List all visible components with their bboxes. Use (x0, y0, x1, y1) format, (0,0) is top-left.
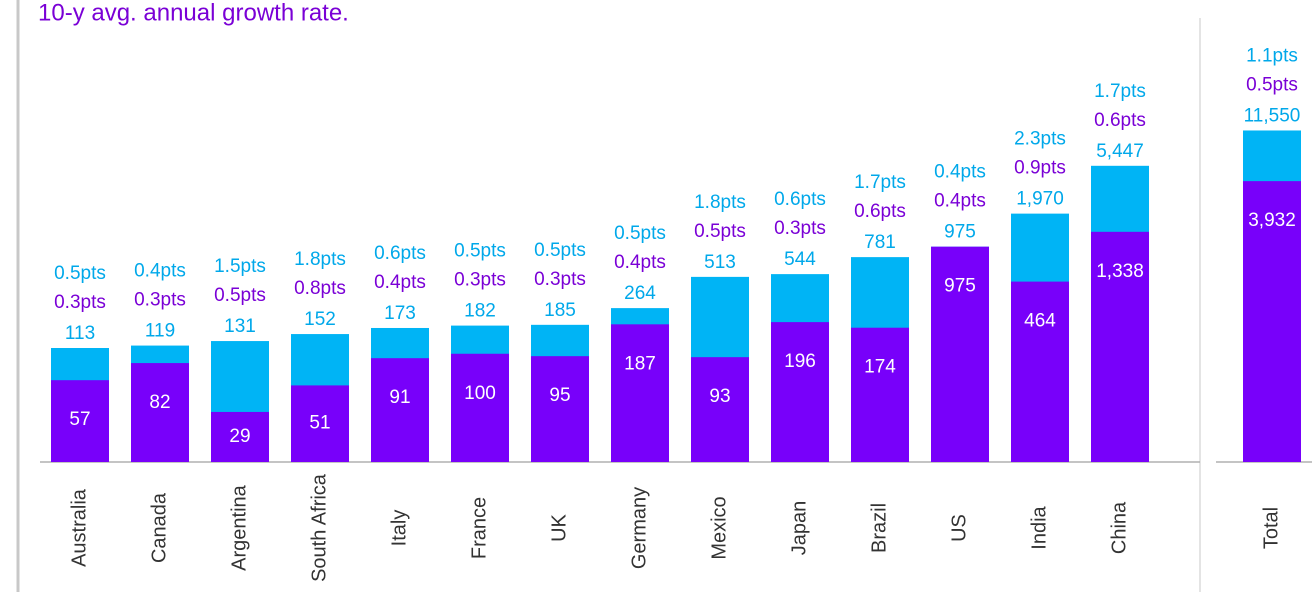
bar-base (1243, 181, 1301, 462)
base-growth-label: 0.4pts (934, 191, 986, 212)
total-growth-label: 0.5pts (534, 240, 586, 261)
base-value-label: 1,338 (1096, 261, 1144, 282)
total-growth-label: 0.5pts (54, 263, 106, 284)
base-value-label: 196 (784, 351, 816, 372)
total-growth-label: 1.8pts (294, 249, 346, 270)
base-value-label: 975 (944, 276, 976, 297)
bar-base (451, 353, 509, 462)
total-value-label: 152 (304, 309, 336, 330)
total-value-label: 975 (944, 222, 976, 243)
base-growth-label: 0.3pts (134, 290, 186, 311)
base-growth-label: 0.8pts (294, 278, 346, 299)
total-value-label: 173 (384, 303, 416, 324)
x-tick-label: UK (548, 513, 570, 541)
base-value-label: 100 (464, 383, 496, 404)
total-value-label: 182 (464, 301, 496, 322)
x-tick-label: South Africa (308, 473, 330, 582)
base-value-label: 91 (389, 387, 410, 408)
x-tick-label: France (468, 497, 490, 559)
bar-base (531, 356, 589, 462)
x-tick-label: China (1108, 501, 1130, 554)
total-growth-label: 0.4pts (134, 261, 186, 282)
base-value-label: 464 (1024, 311, 1056, 332)
total-value-label: 513 (704, 252, 736, 273)
base-growth-label: 0.3pts (54, 292, 106, 313)
base-value-label: 57 (69, 409, 90, 430)
x-tick-label: Canada (148, 492, 170, 563)
bar-base (931, 246, 989, 462)
base-growth-label: 0.3pts (774, 218, 826, 239)
bar-base (771, 322, 829, 462)
base-value-label: 95 (549, 385, 570, 406)
x-tick-label: Germany (628, 487, 650, 569)
x-tick-label: US (948, 514, 970, 542)
total-growth-label: 1.7pts (1094, 81, 1146, 102)
x-tick-label: Australia (68, 488, 90, 567)
bar-base (291, 385, 349, 462)
x-tick-label: India (1028, 505, 1050, 549)
base-growth-label: 0.4pts (374, 272, 426, 293)
bar-base (51, 380, 109, 462)
total-growth-label: 1.7pts (854, 172, 906, 193)
bar-base (131, 363, 189, 462)
x-tick-label: Total (1260, 507, 1282, 549)
total-growth-label: 0.5pts (454, 241, 506, 262)
base-value-label: 174 (864, 357, 896, 378)
total-growth-label: 0.6pts (774, 189, 826, 210)
total-growth-label: 1.1pts (1246, 45, 1298, 66)
total-value-label: 781 (864, 232, 896, 253)
total-value-label: 264 (624, 283, 656, 304)
base-value-label: 93 (709, 386, 730, 407)
bar-base (611, 324, 669, 462)
bar-base (691, 357, 749, 462)
base-value-label: 3,932 (1248, 210, 1296, 231)
base-growth-label: 0.9pts (1014, 158, 1066, 179)
x-tick-label: Brazil (868, 503, 890, 553)
base-growth-label: 0.5pts (1246, 74, 1298, 95)
total-value-label: 119 (145, 321, 175, 342)
total-value-label: 131 (224, 316, 256, 337)
base-value-label: 51 (309, 413, 330, 434)
total-growth-label: 1.8pts (694, 192, 746, 213)
total-growth-label: 0.5pts (614, 223, 666, 244)
total-value-label: 113 (65, 323, 95, 344)
x-tick-label: Argentina (228, 484, 250, 570)
bar-base (1091, 231, 1149, 462)
total-growth-label: 1.5pts (214, 256, 266, 277)
total-value-label: 5,447 (1096, 141, 1144, 162)
total-value-label: 185 (544, 300, 576, 321)
total-growth-label: 0.6pts (374, 243, 426, 264)
base-growth-label: 0.3pts (534, 269, 586, 290)
base-growth-label: 0.4pts (614, 252, 666, 273)
base-growth-label: 0.6pts (1094, 110, 1146, 131)
bar-base (851, 327, 909, 462)
total-value-label: 1,970 (1016, 189, 1064, 210)
chart-title: 10-y avg. annual growth rate. (38, 0, 349, 26)
base-growth-label: 0.5pts (214, 285, 266, 306)
base-growth-label: 0.6pts (854, 201, 906, 222)
base-value-label: 187 (624, 353, 656, 374)
x-tick-label: Japan (788, 501, 810, 556)
total-growth-label: 0.4pts (934, 162, 986, 183)
base-value-label: 82 (149, 392, 170, 413)
total-growth-label: 2.3pts (1014, 129, 1066, 150)
x-tick-label: Italy (388, 510, 410, 547)
base-growth-label: 0.3pts (454, 270, 506, 291)
bar-base (371, 358, 429, 462)
x-tick-label: Mexico (708, 496, 730, 559)
total-value-label: 11,550 (1244, 105, 1301, 126)
base-value-label: 29 (229, 426, 250, 447)
total-value-label: 544 (784, 249, 816, 270)
bar-base (1011, 281, 1069, 462)
bar-base (211, 411, 269, 462)
base-growth-label: 0.5pts (694, 221, 746, 242)
